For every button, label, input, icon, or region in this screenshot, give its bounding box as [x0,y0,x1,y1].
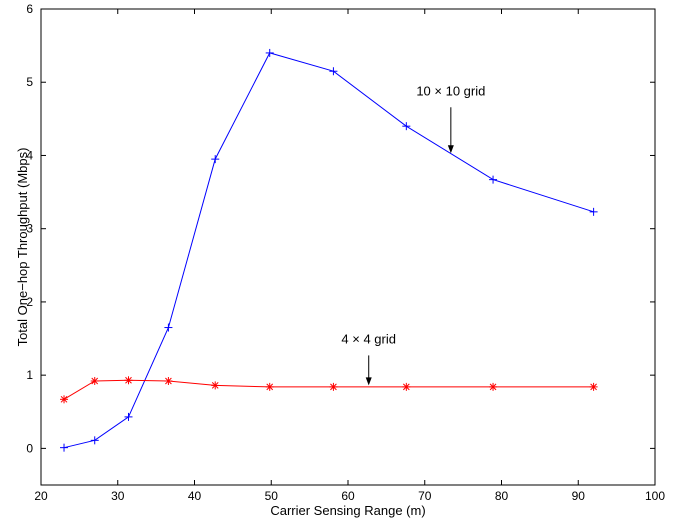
series-layer [60,48,598,452]
series-2-line [63,379,594,400]
series-1-point [265,48,274,57]
x-tick-label: 100 [645,489,665,503]
x-tick-label: 50 [265,489,279,503]
marker-stroke [211,382,219,389]
y-tick-label: 1 [26,368,33,382]
y-tick-label: 6 [26,2,33,16]
series-2-point [489,382,498,391]
series-1-point [329,67,338,76]
series-2-point [60,395,69,404]
x-tick-label: 70 [418,489,432,503]
marker-stroke [60,395,68,403]
annotation-layer: 10 × 10 grid 4 × 4 grid [341,83,485,386]
x-tick-label: 80 [495,489,509,503]
marker-stroke [330,383,337,391]
series-2-point [164,377,173,386]
series-1-point [402,122,411,131]
y-tick-label: 3 [26,222,33,236]
y-tick-label: 5 [26,75,33,89]
marker-stroke [125,376,132,384]
plot-area [40,8,656,486]
annotation-arrowhead [447,145,454,154]
series-2-point [124,376,133,385]
series-2-point [265,382,274,391]
axis-ticks: 20 30 40 50 60 70 80 90 100 0 1 2 3 4 5 6 [26,2,665,503]
series-1-point [211,155,220,164]
x-tick-label: 60 [341,489,355,503]
series-1-point [90,436,99,445]
series-2-point [402,382,411,391]
series-2-point [211,381,220,390]
annotation-label: 10 × 10 grid [416,83,485,98]
marker-stroke [266,383,274,391]
y-axis-label: Total One−hop Throughput (Mbps) [15,148,30,347]
y-tick-label: 0 [26,441,33,455]
x-tick-label: 30 [111,489,125,503]
series-1-line [63,52,594,449]
marker-stroke [402,383,410,391]
marker-stroke [165,377,172,385]
series-2-point [90,377,99,386]
y-tick-label: 4 [26,148,33,162]
x-tick-label: 90 [572,489,586,503]
x-axis-label: Carrier Sensing Range (m) [270,503,425,518]
annotation-arrowhead [365,377,372,386]
marker-stroke [590,383,597,391]
series-1-point [164,323,173,332]
marker-stroke [489,383,497,391]
x-tick-label: 40 [188,489,202,503]
series-1-point [124,412,133,421]
series-1-point [489,175,498,184]
marker-stroke [91,377,99,385]
series-2-point [329,382,338,391]
y-tick-label: 2 [26,295,33,309]
series-2-point [589,382,598,391]
annotation-label: 4 × 4 grid [341,331,396,346]
series-1-point [589,207,598,216]
x-tick-label: 20 [34,489,48,503]
series-1-point [60,443,69,452]
